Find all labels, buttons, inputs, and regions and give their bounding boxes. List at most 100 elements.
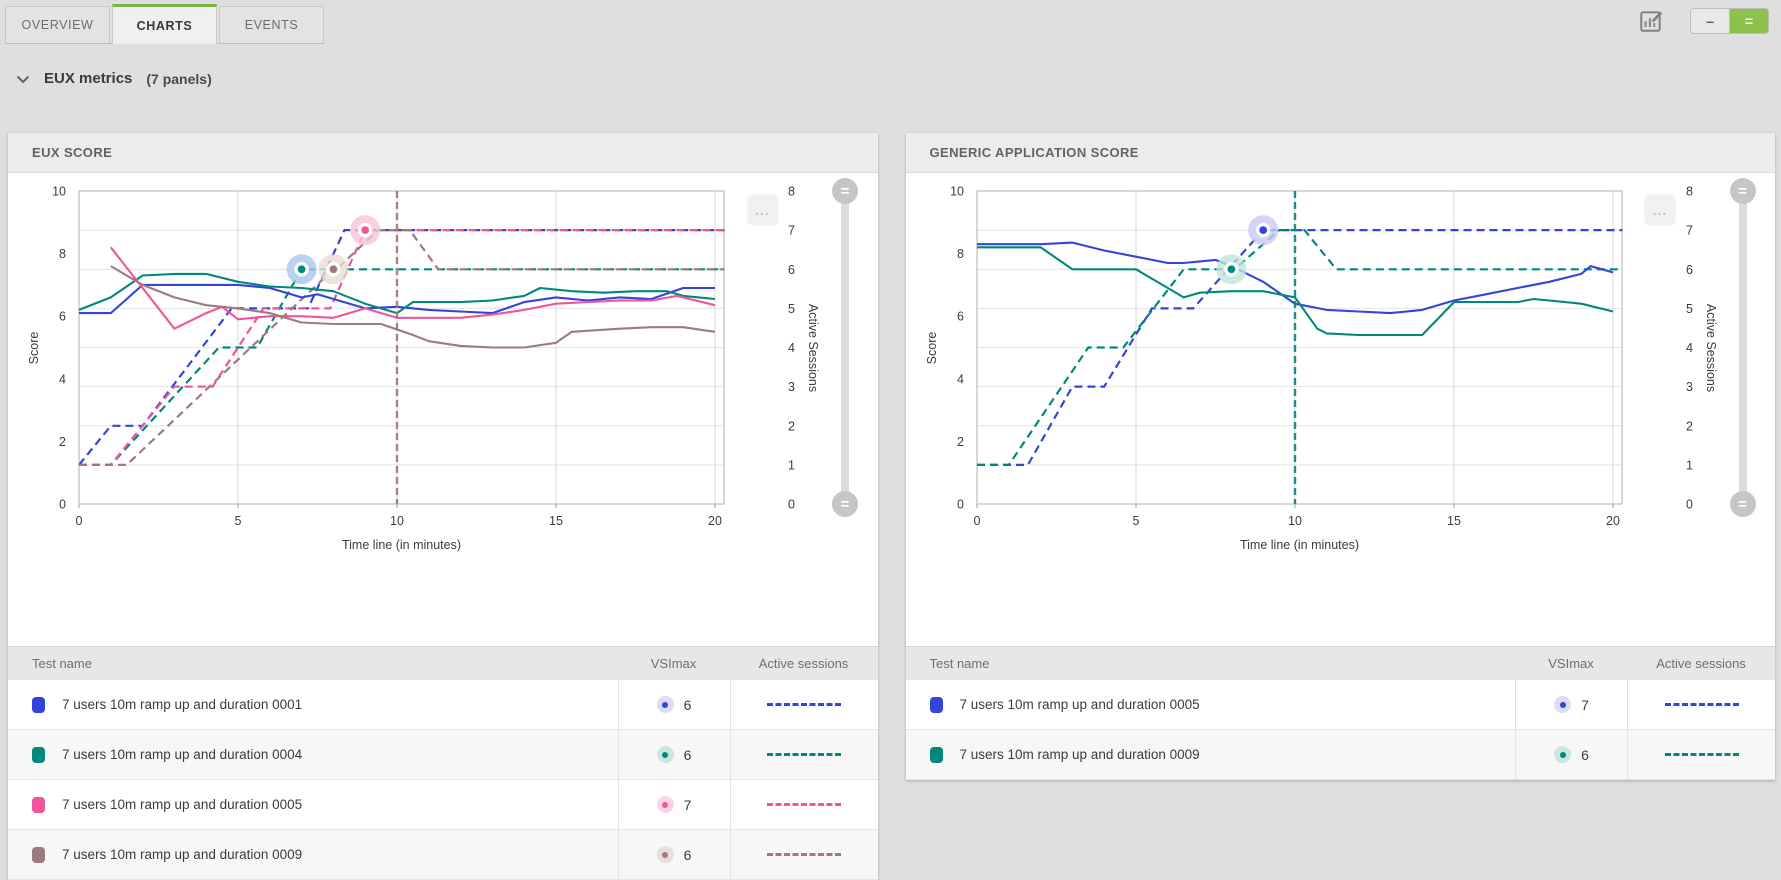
series-color-swatch	[32, 746, 45, 763]
panel-header: EUX SCORE	[8, 133, 878, 173]
active-sessions-line-swatch	[767, 853, 841, 856]
panel-eux-score: EUX SCORE 0 2 4 6 8 10 0 1 2 3 4 5 6 7 8 0 5 10 15 20 Time l…	[8, 133, 878, 880]
svg-text:8: 8	[1686, 185, 1693, 199]
svg-text:3: 3	[1686, 380, 1693, 394]
panel-generic-application-score: GENERIC APPLICATION SCORE 0 2 4 6 8 10 0 1 2 3 4 5 6…	[905, 133, 1775, 780]
svg-text:0: 0	[59, 498, 66, 512]
svg-text:Active Sessions: Active Sessions	[806, 304, 820, 392]
svg-text:6: 6	[957, 310, 964, 324]
slider-track[interactable]	[841, 191, 849, 504]
svg-text:4: 4	[59, 372, 66, 386]
svg-text:5: 5	[235, 514, 242, 528]
vsimax-dot	[662, 801, 669, 808]
svg-text:20: 20	[708, 514, 722, 528]
svg-text:20: 20	[1606, 514, 1620, 528]
svg-text:Score: Score	[925, 332, 939, 365]
tab-charts-label: CHARTS	[136, 18, 193, 33]
slider-handle-bottom[interactable]: =	[832, 491, 858, 517]
tab-charts[interactable]: CHARTS	[112, 4, 217, 44]
panel-header: GENERIC APPLICATION SCORE	[905, 133, 1775, 173]
svg-text:6: 6	[788, 263, 795, 277]
section-panel-count: (7 panels)	[146, 70, 212, 87]
series-color-swatch	[929, 746, 943, 763]
y-axis-zoom-slider[interactable]: = =	[828, 173, 862, 533]
active-sessions-line-swatch	[1664, 703, 1739, 706]
svg-text:7: 7	[788, 224, 795, 238]
svg-text:10: 10	[52, 185, 66, 199]
active-sessions-line-swatch	[767, 803, 841, 806]
layout-two-column-button[interactable]: =	[1730, 9, 1768, 33]
vsimax-dot	[1559, 701, 1566, 708]
tab-events[interactable]: EVENTS	[219, 6, 324, 43]
svg-text:6: 6	[59, 310, 66, 324]
active-sessions-line-swatch	[767, 753, 841, 756]
svg-text:0: 0	[957, 498, 964, 512]
svg-text:0: 0	[1686, 498, 1693, 512]
column-header-active-sessions: Active sessions	[1656, 656, 1746, 671]
legend-table-header: Test name VSImax Active sessions	[905, 646, 1775, 680]
tab-overview[interactable]: OVERVIEW	[5, 6, 110, 43]
slider-handle-top[interactable]: =	[1729, 178, 1756, 204]
eux-score-chart-canvas[interactable]: 0 2 4 6 8 10 0 1 2 3 4 5 6 7 8 0 5 10 15 20 Time line (in mi…	[8, 173, 877, 646]
layout-toggle: – =	[1690, 8, 1769, 34]
series-color-swatch	[32, 846, 45, 863]
vsimax-value: 6	[683, 696, 692, 713]
generic-application-score-chart-canvas[interactable]: 0 2 4 6 8 10 0 1 2 3 4 5 6 7 8 0 5 10 15 20 Time line (in mi…	[906, 173, 1775, 646]
chart-edit-icon[interactable]	[1638, 8, 1664, 34]
test-name-label: 7 users 10m ramp up and duration 0004	[62, 747, 303, 762]
svg-text:3: 3	[788, 380, 795, 394]
column-header-test-name: Test name	[32, 656, 92, 671]
svg-text:4: 4	[957, 372, 964, 386]
svg-text:4: 4	[788, 341, 795, 355]
table-row[interactable]: 7 users 10m ramp up and duration 0005 7	[905, 680, 1775, 730]
panel-title: GENERIC APPLICATION SCORE	[929, 145, 1139, 160]
table-row[interactable]: 7 users 10m ramp up and duration 0009 6	[8, 830, 878, 880]
tab-events-label: EVENTS	[244, 18, 299, 32]
active-sessions-line-swatch	[1664, 753, 1739, 756]
vsimax-value: 6	[1581, 746, 1589, 763]
svg-text:7: 7	[1686, 224, 1693, 238]
slider-track[interactable]	[1738, 191, 1747, 504]
svg-text:Time line (in minutes): Time line (in minutes)	[1239, 538, 1358, 552]
svg-text:4: 4	[1686, 341, 1693, 355]
svg-text:15: 15	[549, 514, 563, 528]
slider-handle-top[interactable]: =	[832, 178, 858, 204]
more-options-icon: ...	[755, 202, 770, 218]
table-row[interactable]: 7 users 10m ramp up and duration 0004 6	[8, 730, 878, 780]
svg-text:2: 2	[788, 419, 795, 433]
slider-handle-bottom[interactable]: =	[1729, 491, 1756, 517]
column-header-active-sessions: Active sessions	[758, 656, 849, 671]
chevron-down-icon	[16, 75, 30, 84]
layout-single-column-button[interactable]: –	[1691, 9, 1730, 33]
section-eux-metrics[interactable]: EUX metrics (7 panels)	[16, 70, 212, 87]
table-row[interactable]: 7 users 10m ramp up and duration 0005 7	[8, 780, 878, 830]
svg-text:2: 2	[1686, 419, 1693, 433]
svg-text:10: 10	[1288, 514, 1302, 528]
vsimax-marker-icon	[656, 746, 674, 763]
test-name-label: 7 users 10m ramp up and duration 0009	[62, 847, 303, 862]
test-name-label: 7 users 10m ramp up and duration 0009	[959, 747, 1200, 762]
legend-table: Test name VSImax Active sessions 7 users…	[905, 646, 1775, 780]
chart-area: 0 2 4 6 8 10 0 1 2 3 4 5 6 7 8 0 5 10 15 20 Time line (in mi…	[8, 173, 878, 646]
vsimax-dot	[1559, 751, 1566, 758]
svg-text:0: 0	[788, 498, 795, 512]
panel-title: EUX SCORE	[32, 145, 113, 160]
svg-text:Score: Score	[27, 332, 41, 365]
y-axis-zoom-slider[interactable]: = =	[1726, 173, 1760, 533]
test-name-label: 7 users 10m ramp up and duration 0005	[62, 797, 303, 812]
vsimax-value: 6	[683, 746, 692, 763]
chart-more-options-button[interactable]: ...	[747, 195, 778, 225]
column-header-vsimax: VSImax	[1548, 656, 1594, 671]
active-sessions-line-swatch	[767, 703, 841, 706]
vsimax-marker-icon	[656, 796, 674, 813]
table-row[interactable]: 7 users 10m ramp up and duration 0001 6	[8, 680, 878, 730]
svg-text:5: 5	[788, 302, 795, 316]
svg-text:8: 8	[957, 247, 964, 261]
series-color-swatch	[32, 796, 45, 813]
table-row[interactable]: 7 users 10m ramp up and duration 0009 6	[905, 730, 1775, 780]
vsimax-dot	[662, 751, 669, 758]
legend-table-body: 7 users 10m ramp up and duration 0005 7 7 …	[905, 680, 1775, 780]
svg-text:2: 2	[59, 435, 66, 449]
chart-more-options-button[interactable]: ...	[1645, 195, 1675, 225]
vsimax-marker-icon	[1554, 746, 1572, 763]
